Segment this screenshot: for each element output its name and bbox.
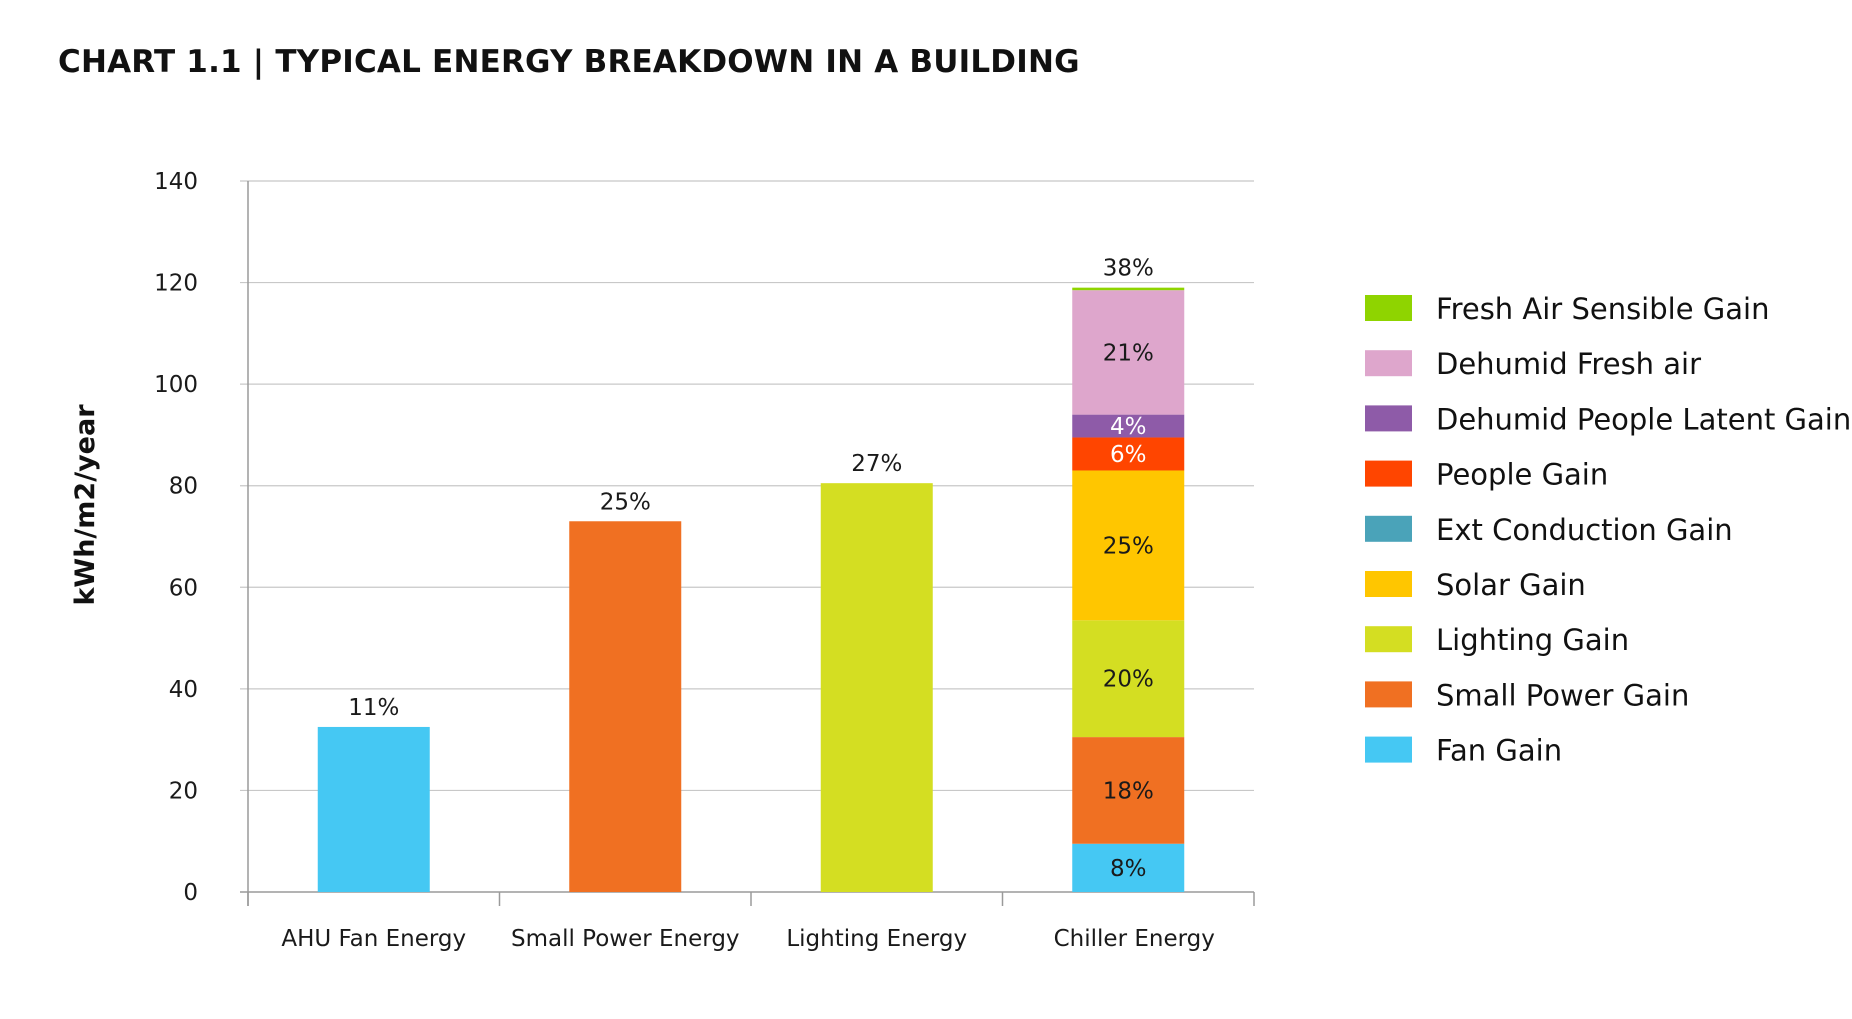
legend-swatch: [1365, 736, 1412, 763]
legend-label: Ext Conduction Gain: [1436, 513, 1733, 547]
legend-label: People Gain: [1436, 458, 1608, 492]
legend-swatch: [1365, 460, 1412, 487]
y-tick-label: 100: [154, 372, 198, 398]
y-axis-label: kWh/m2/year: [70, 404, 101, 606]
y-tick-label: 140: [154, 169, 198, 195]
segment-data-label: 21%: [1103, 340, 1154, 366]
bar-segment: [317, 726, 430, 892]
bar-segment: [1072, 437, 1185, 471]
x-category-label: Lighting Energy: [786, 926, 967, 952]
segment-data-label: 8%: [1110, 856, 1147, 882]
legend-label: Solar Gain: [1436, 568, 1586, 602]
y-tick-label: 80: [169, 474, 198, 500]
bar-segment: [1072, 414, 1185, 438]
x-category-label: Small Power Energy: [511, 926, 740, 952]
segment-data-label: 18%: [1103, 778, 1154, 804]
legend-swatch: [1365, 515, 1412, 542]
legend-swatch: [1365, 626, 1412, 653]
bar-segment: [1072, 287, 1185, 291]
y-tick-label: 0: [183, 880, 198, 906]
x-category-label: Chiller Energy: [1054, 926, 1215, 952]
y-tick-label: 120: [154, 271, 198, 297]
y-tick-label: 60: [169, 575, 198, 601]
bar-segment: [1072, 737, 1185, 844]
chart-title: CHART 1.1 | TYPICAL ENERGY BREAKDOWN IN …: [58, 44, 1080, 80]
x-category-label: AHU Fan Energy: [281, 926, 466, 952]
bar-segment: [1072, 470, 1185, 621]
legend-label: Dehumid People Latent Gain: [1436, 402, 1851, 436]
segment-data-label: 4%: [1110, 414, 1147, 440]
bar-total-label: 25%: [600, 489, 651, 515]
segment-data-label: 25%: [1103, 533, 1154, 559]
bar-segment: [820, 483, 933, 892]
legend-swatch: [1365, 571, 1412, 597]
bars: 11% 25% 27% 8% 18% 20% 25% 6%4% 21% 38%: [317, 256, 1185, 892]
legend: Fresh Air Sensible Gain Dehumid Fresh air…: [1365, 292, 1851, 768]
legend-swatch: [1365, 405, 1412, 432]
bar-total-label: 38%: [1103, 256, 1154, 282]
bar-segment: [1072, 843, 1185, 892]
legend-label: Fresh Air Sensible Gain: [1436, 292, 1769, 326]
x-axis-categories: AHU Fan Energy Small Power Energy Lighting…: [281, 926, 1215, 952]
legend-label: Dehumid Fresh air: [1436, 347, 1701, 381]
legend-label: Fan Gain: [1436, 734, 1562, 768]
legend-swatch: [1365, 350, 1412, 377]
segment-data-label: 20%: [1103, 667, 1154, 693]
y-axis-ticks: 0 20 40 60 80 100 120 140: [154, 169, 198, 906]
legend-label: Lighting Gain: [1436, 623, 1629, 657]
bar-segment: [1072, 290, 1185, 415]
y-tick-label: 20: [169, 778, 198, 804]
bar-segment: [569, 521, 682, 892]
legend-swatch: [1365, 681, 1412, 708]
segment-data-label: 6%: [1110, 442, 1147, 468]
bar-total-label: 27%: [851, 451, 902, 477]
bar-segment: [1072, 620, 1185, 738]
legend-swatch: [1365, 295, 1412, 321]
legend-label: Small Power Gain: [1436, 678, 1689, 712]
y-tick-label: 40: [169, 677, 198, 703]
bar-total-label: 11%: [348, 695, 399, 721]
